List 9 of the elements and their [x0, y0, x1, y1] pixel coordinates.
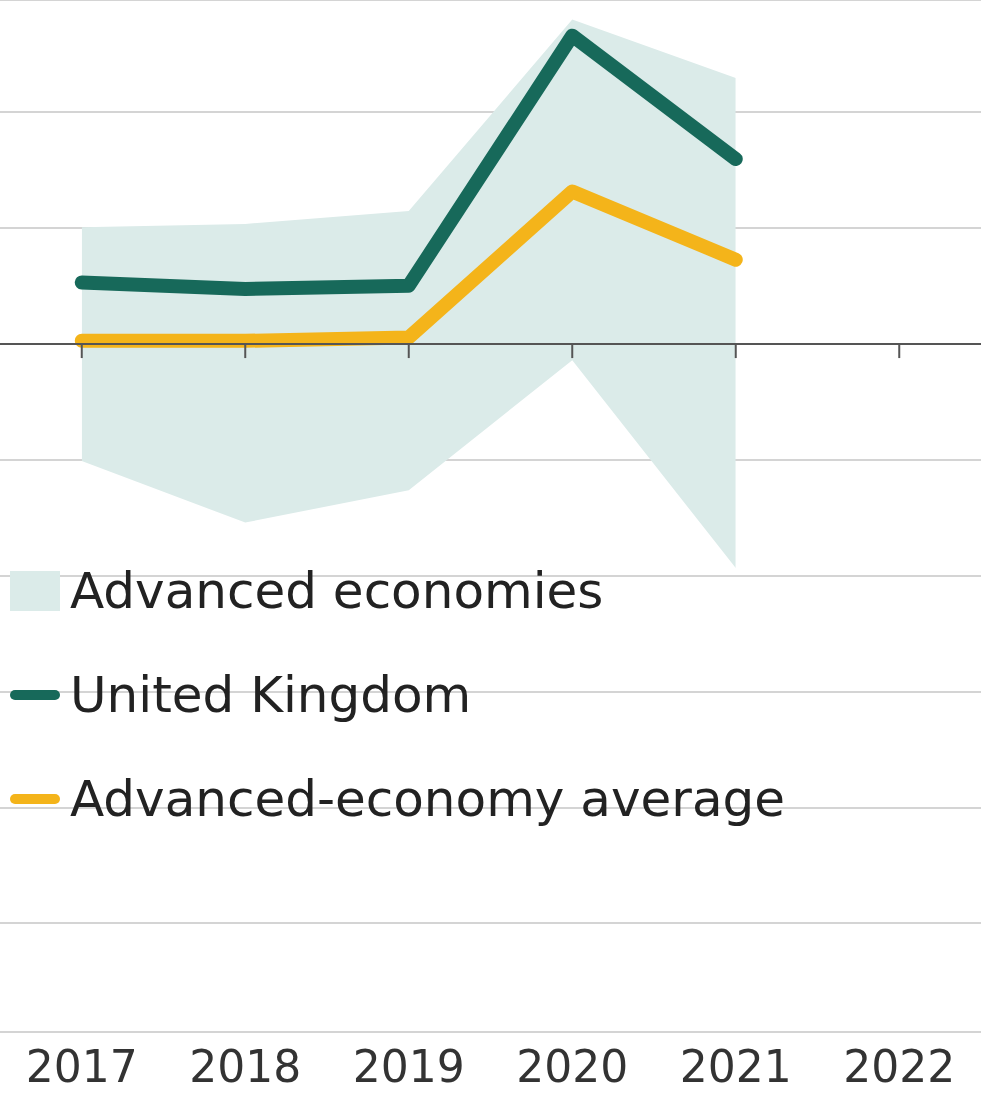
- legend-label: Advanced economies: [70, 561, 604, 621]
- x-tick-label: 2021: [679, 1041, 792, 1093]
- x-tick-label: 2019: [352, 1041, 465, 1093]
- legend-label: Advanced-economy average: [70, 769, 786, 829]
- x-tick-label: 2018: [189, 1041, 302, 1093]
- x-tick-label: 2017: [25, 1041, 138, 1093]
- x-tick-label: 2022: [843, 1041, 956, 1093]
- x-tick-label: 2020: [516, 1041, 629, 1093]
- legend-label: United Kingdom: [70, 665, 472, 725]
